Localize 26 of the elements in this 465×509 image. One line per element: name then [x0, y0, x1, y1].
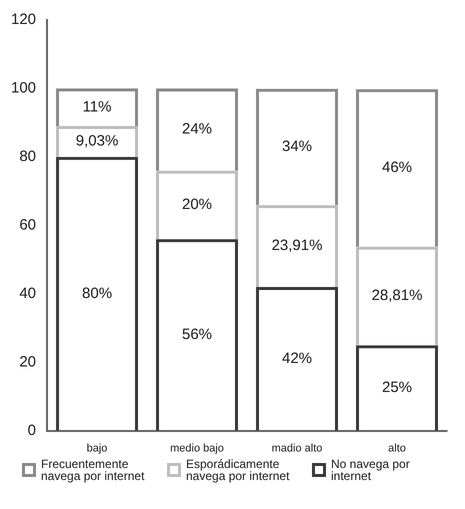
y-tick-label: 40	[19, 285, 36, 302]
data-label: 34%	[282, 138, 312, 156]
y-tick-label: 20	[19, 353, 36, 370]
data-label: 9,03%	[76, 132, 118, 150]
y-tick-label: 100	[10, 80, 36, 97]
legend-label: Frecuentemente navega por internet	[41, 457, 146, 483]
data-label: 25%	[382, 379, 412, 396]
x-tick-label: bajo	[86, 442, 108, 454]
data-label: 42%	[282, 350, 312, 368]
x-tick-label: medio bajo	[170, 442, 224, 454]
data-label: 24%	[182, 120, 212, 138]
data-label: 28,81%	[372, 287, 422, 304]
data-label: 56%	[182, 326, 212, 344]
legend-label: Esporádicamente navega por internet	[186, 457, 290, 483]
data-label: 23,91%	[272, 237, 322, 254]
data-label: 46%	[382, 158, 412, 176]
y-tick-label: 80	[19, 148, 36, 166]
y-tick-label: 120	[10, 11, 36, 28]
legend-label: No navega por internet	[331, 457, 411, 483]
y-tick-label: 0	[28, 422, 36, 439]
y-tick-label: 60	[19, 216, 36, 234]
data-label: 80%	[82, 285, 112, 302]
x-tick-label: alto	[388, 442, 406, 454]
data-label: 20%	[182, 196, 212, 213]
x-tick-label: madio alto	[272, 442, 322, 454]
data-label: 11%	[82, 98, 112, 116]
